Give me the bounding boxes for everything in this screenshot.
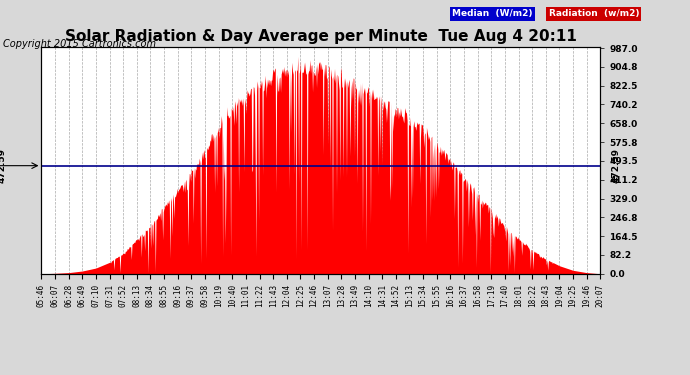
Text: Radiation  (w/m2): Radiation (w/m2) bbox=[549, 9, 639, 18]
Text: Median  (W/m2): Median (W/m2) bbox=[452, 9, 533, 18]
Text: Copyright 2015 Cartronics.com: Copyright 2015 Cartronics.com bbox=[3, 39, 157, 50]
Title: Solar Radiation & Day Average per Minute  Tue Aug 4 20:11: Solar Radiation & Day Average per Minute… bbox=[65, 29, 577, 44]
Text: 472.59: 472.59 bbox=[0, 148, 7, 183]
Text: 472.59: 472.59 bbox=[611, 148, 620, 183]
